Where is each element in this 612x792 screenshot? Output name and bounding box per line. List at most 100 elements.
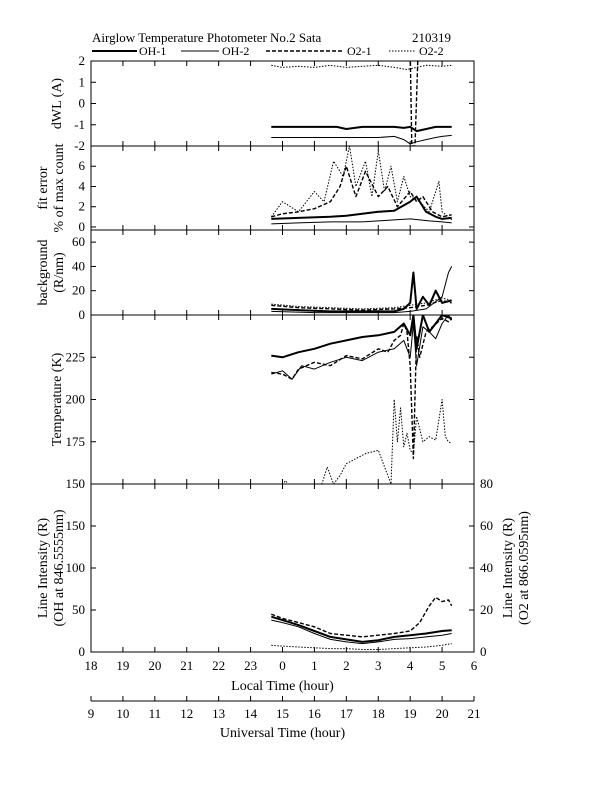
y-tick-label: 0: [79, 219, 86, 234]
y-axis-title: Temperature (K): [50, 352, 65, 446]
universal-time-tick-label: 15: [276, 706, 289, 721]
y-tick-label: 20: [72, 283, 85, 298]
panel-dwl: -2 -1 0 1 2 dWL (A): [50, 53, 475, 153]
y-tick-label: 150: [66, 518, 86, 533]
universal-time-tick-label: 17: [340, 706, 354, 721]
y-tick-label: 1: [79, 74, 86, 89]
universal-time-tick-label: 9: [88, 706, 95, 721]
universal-time-tick-label: 14: [244, 706, 258, 721]
y-axis-subtitle: % of max count: [52, 143, 67, 232]
legend-label: O2-2: [419, 44, 444, 58]
y-tick-label: 60: [72, 234, 85, 249]
universal-time-tick-label: 11: [149, 706, 162, 721]
local-time-tick-label: 6: [471, 658, 478, 673]
y-axis-subtitle: (OH at 846.5555nm): [52, 509, 67, 626]
local-time-tick-label: 1: [311, 658, 318, 673]
legend-label: OH-2: [222, 44, 249, 58]
y-tick-label: 6: [79, 158, 86, 173]
local-time-tick-label: 22: [212, 658, 225, 673]
y-tick-label: 100: [66, 560, 86, 575]
right-y-tick-label: 20: [480, 602, 493, 617]
series-line-o2-2: [281, 399, 452, 484]
series-group: [271, 266, 453, 314]
y-axis-title: dWL (A): [50, 78, 65, 130]
y-tick-label: 0: [79, 644, 86, 659]
y-tick-label: -2: [74, 138, 85, 153]
universal-time-tick-label: 13: [212, 706, 225, 721]
right-y-tick-label: 80: [480, 476, 493, 491]
series-line-oh-2: [271, 266, 453, 314]
y-axis-title: background: [36, 239, 51, 305]
right-y-axis-title: Line Intensity (R): [501, 518, 516, 619]
local-time-axis-title: Local Time (hour): [231, 679, 334, 694]
y-tick-label: 0: [79, 307, 86, 322]
panels: -2 -1 0 1 2 dWL (A) 0 2 4 6 fit error% of max coun…: [36, 53, 532, 659]
universal-time-tick-label: 19: [404, 706, 417, 721]
y-tick-label: 2: [79, 53, 86, 68]
local-time-tick-label: 18: [85, 658, 98, 673]
universal-time-tick-label: 16: [308, 706, 322, 721]
universal-time-tick-label: 21: [468, 706, 481, 721]
panel-bg: 0 20 40 60 background (R/nm): [36, 229, 475, 322]
local-time-tick-label: 2: [343, 658, 350, 673]
series-group: [271, 61, 452, 146]
series-group: [271, 315, 453, 484]
series-line-o2-2: [271, 643, 452, 650]
y-tick-label: 200: [66, 392, 86, 407]
local-time-tick-label: 4: [407, 658, 414, 673]
series-line-o2-1: [271, 596, 453, 638]
right-y-tick-label: 0: [480, 644, 487, 659]
local-time-tick-label: 21: [180, 658, 193, 673]
series-line-oh-2: [271, 218, 452, 225]
right-y-tick-label: 40: [480, 560, 493, 575]
y-axis-subtitle: (R/nm): [52, 252, 67, 293]
panel-frame: [90, 145, 475, 231]
y-axis-title: Line Intensity (R): [36, 518, 51, 619]
y-tick-label: 50: [72, 602, 85, 617]
legend-label: OH-1: [139, 44, 166, 58]
universal-time-tick-label: 12: [180, 706, 193, 721]
y-tick-label: 4: [79, 178, 86, 193]
series-line-oh-1: [271, 271, 452, 313]
y-tick-label: 40: [72, 258, 85, 273]
series-line-oh-2: [271, 315, 453, 380]
local-time-tick-label: 19: [116, 658, 129, 673]
chart-title: Airglow Temperature Photometer No.2 Sata: [92, 30, 322, 45]
universal-time-tick-label: 18: [372, 706, 385, 721]
series-line-oh-1: [271, 615, 452, 643]
series-line-oh-1: [271, 315, 453, 359]
panel-frame: [90, 483, 475, 653]
series-line-o2-2: [270, 146, 453, 221]
local-time-tick-label: 20: [148, 658, 161, 673]
right-y-tick-label: 60: [480, 518, 493, 533]
local-time-tick-label: 3: [375, 658, 382, 673]
legend-label: O2-1: [347, 44, 372, 58]
series-group: [271, 596, 453, 650]
series-line-oh-2: [271, 619, 452, 645]
y-tick-label: -1: [74, 117, 85, 132]
local-time-tick-label: 5: [439, 658, 446, 673]
y-tick-label: 225: [66, 349, 86, 364]
series-group: [270, 146, 453, 225]
series-line-o2-2: [271, 64, 452, 70]
local-time-tick-label: 0: [279, 658, 286, 673]
series-line-o2-2: [271, 297, 452, 310]
right-y-axis-subtitle: (O2 at 866.0595nm): [517, 511, 532, 625]
y-tick-label: 150: [66, 476, 86, 491]
panel-fit: 0 2 4 6 fit error% of max count: [36, 143, 475, 234]
y-tick-label: 175: [66, 434, 86, 449]
y-axis-title: fit error: [36, 166, 51, 209]
series-line-oh-1: [271, 195, 452, 220]
series-line-oh-2: [271, 134, 452, 145]
series-line-o2-1: [271, 165, 452, 218]
universal-time-tick-label: 20: [436, 706, 449, 721]
series-line-oh-1: [271, 125, 452, 133]
universal-time-tick-label: 10: [116, 706, 129, 721]
series-line-o2-1: [271, 317, 453, 460]
local-time-tick-label: 23: [244, 658, 257, 673]
legend: OH-1 OH-2 O2-1 O2-2: [92, 44, 444, 58]
y-tick-label: 0: [79, 96, 86, 111]
